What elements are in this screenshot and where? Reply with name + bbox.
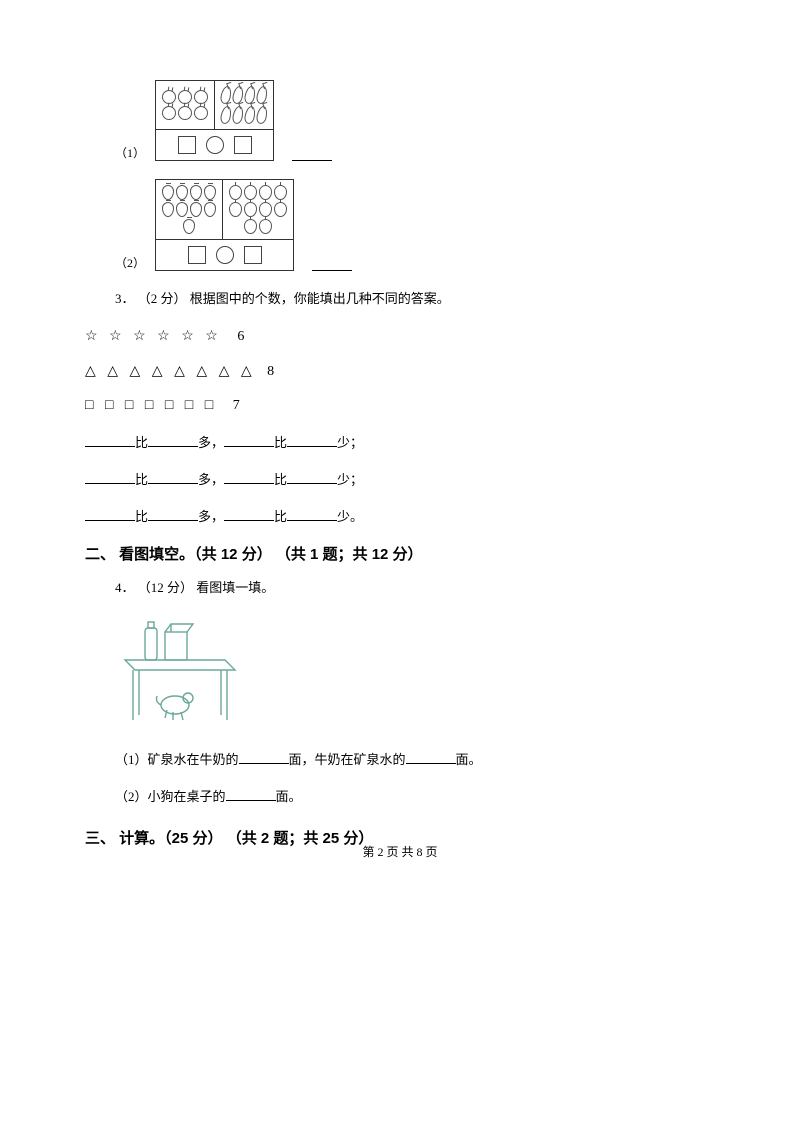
answer-blank[interactable]	[287, 433, 337, 447]
q4-sub2-end: 面。	[276, 789, 302, 804]
answer-blank[interactable]	[85, 433, 135, 447]
answer-blank[interactable]	[287, 507, 337, 521]
squares-count: 7	[233, 398, 240, 413]
answer-blank[interactable]	[292, 147, 332, 161]
circle-shape-icon	[206, 136, 224, 154]
q3-line1: ☆ ☆ ☆ ☆ ☆ ☆ 6	[85, 328, 715, 345]
triangles-row: △ △ △ △ △ △ △ △	[85, 364, 256, 379]
answer-blank[interactable]	[239, 750, 289, 764]
answer-blank[interactable]	[226, 787, 276, 801]
q3-number: 3．	[115, 291, 135, 306]
answer-blank[interactable]	[85, 470, 135, 484]
figure-2-cell-right	[222, 180, 293, 239]
q1-label: （1）	[115, 144, 145, 161]
table-figure	[115, 610, 715, 730]
figure-2-bottom	[156, 239, 293, 270]
q3-compare-1: 比多，比少；	[85, 432, 715, 451]
figure-1-cell-left	[156, 81, 214, 129]
q3-text: 根据图中的个数，你能填出几种不同的答案。	[190, 291, 450, 306]
q4-sub1: （1）矿泉水在牛奶的 面，牛奶在矿泉水的 面。	[115, 748, 715, 771]
answer-blank[interactable]	[148, 433, 198, 447]
answer-blank[interactable]	[85, 507, 135, 521]
q4-sub1-end: 面。	[456, 752, 482, 767]
figure-1-cell-right	[214, 81, 273, 129]
q4-sub1-mid: 面，牛奶在矿泉水的	[289, 752, 406, 767]
page-container: （1） （2）	[0, 0, 800, 890]
stars-count: 6	[237, 329, 244, 344]
q3-compare-3: 比多，比少。	[85, 506, 715, 525]
page-footer: 第 2 页 共 8 页	[0, 843, 800, 860]
figure-1-bottom	[156, 129, 273, 160]
section-2-heading: 二、 看图填空。（共 12 分） （共 1 题；共 12 分）	[85, 543, 715, 564]
figure-2-box	[155, 179, 294, 271]
figure-2-top	[156, 180, 293, 239]
q3-line3: □ □ □ □ □ □ □ 7	[85, 398, 715, 414]
table-svg-icon	[115, 610, 245, 730]
answer-blank[interactable]	[224, 433, 274, 447]
q3-line2: △ △ △ △ △ △ △ △ 8	[85, 363, 715, 380]
answer-blank[interactable]	[406, 750, 456, 764]
figure-1-row: （1）	[115, 80, 715, 161]
square-shape-icon	[188, 246, 206, 264]
answer-blank[interactable]	[224, 507, 274, 521]
q3-compare-2: 比多，比少；	[85, 469, 715, 488]
q4-sub2-pre: （2）小狗在桌子的	[115, 789, 226, 804]
figure-1-top	[156, 81, 273, 129]
square-shape-icon	[234, 136, 252, 154]
squares-row: □ □ □ □ □ □ □	[85, 398, 217, 413]
circle-shape-icon	[216, 246, 234, 264]
answer-blank[interactable]	[312, 257, 352, 271]
q3-stem: 3． （2 分） 根据图中的个数，你能填出几种不同的答案。	[115, 287, 715, 310]
q4-stem: 4． （12 分） 看图填一填。	[115, 576, 715, 599]
triangles-count: 8	[267, 364, 274, 379]
q4-number: 4．	[115, 580, 135, 595]
q4-sub2: （2）小狗在桌子的 面。	[115, 785, 715, 808]
answer-blank[interactable]	[224, 470, 274, 484]
q3-points: （2 分）	[138, 291, 187, 306]
q4-text: 看图填一填。	[196, 580, 274, 595]
square-shape-icon	[178, 136, 196, 154]
stars-row: ☆ ☆ ☆ ☆ ☆ ☆	[85, 329, 222, 344]
answer-blank[interactable]	[287, 470, 337, 484]
figure-1-box	[155, 80, 274, 161]
answer-blank[interactable]	[148, 470, 198, 484]
q2-label: （2）	[115, 254, 145, 271]
square-shape-icon	[244, 246, 262, 264]
figure-2-cell-left	[156, 180, 222, 239]
answer-blank[interactable]	[148, 507, 198, 521]
figure-2-row: （2）	[115, 179, 715, 271]
q4-points: （12 分）	[138, 580, 193, 595]
q4-sub1-pre: （1）矿泉水在牛奶的	[115, 752, 239, 767]
